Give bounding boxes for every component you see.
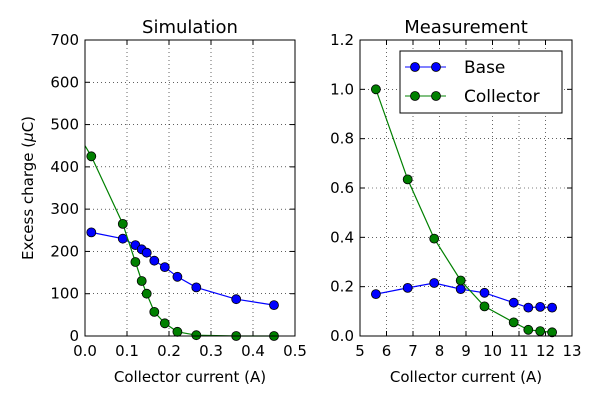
legend-base-marker xyxy=(410,62,420,72)
measurement-y-tick-label: 0.6 xyxy=(330,179,354,197)
simulation-x-axis-label: Collector current (A) xyxy=(114,368,266,386)
measurement-base-point xyxy=(402,282,413,293)
simulation-x-tick-label: 0.4 xyxy=(241,342,265,360)
measurement-base-point xyxy=(479,287,490,298)
measurement-base-point xyxy=(523,302,534,313)
legend-collector-marker xyxy=(431,91,441,101)
measurement-collector-point xyxy=(523,324,534,335)
measurement-ticks: 5 6 7 8 9 10 11 12 13 0.0 0.2 0.4 0.6 0.8 1.0 1.2 xyxy=(330,31,581,360)
legend-collector-label: Collector xyxy=(464,87,540,107)
simulation-collector-point xyxy=(191,330,202,341)
measurement-y-tick-label: 1.2 xyxy=(330,31,354,49)
measurement-base-point xyxy=(429,278,440,288)
measurement-base-point xyxy=(455,284,466,295)
simulation-collector-point xyxy=(141,288,152,299)
simulation-x-tick-label: 0.5 xyxy=(283,342,307,360)
measurement-legend: Base Collector xyxy=(399,50,563,114)
simulation-base-point xyxy=(172,271,183,282)
simulation-axes-frame xyxy=(84,39,296,337)
simulation-base-point xyxy=(269,300,279,311)
simulation-collector-line xyxy=(84,145,274,337)
simulation-collector-point xyxy=(130,257,141,267)
measurement-x-tick-label: 7 xyxy=(408,342,418,360)
measurement-collector-point xyxy=(429,233,440,244)
measurement-collector-point xyxy=(370,84,381,95)
simulation-x-tick-label: 0.3 xyxy=(199,342,223,360)
measurement-y-tick-label: 0.2 xyxy=(330,278,354,296)
simulation-base-point xyxy=(149,255,160,266)
measurement-collector-point xyxy=(508,317,519,328)
simulation-base-point xyxy=(141,247,152,258)
simulation-y-tick-label: 400 xyxy=(50,158,79,176)
simulation-y-tick-label: 600 xyxy=(50,73,79,91)
simulation-y-axis-label: Excess charge (μC) xyxy=(19,116,37,260)
simulation-axes-border xyxy=(84,39,296,337)
measurement-x-tick-label: 11 xyxy=(509,342,528,360)
measurement-collector-point xyxy=(402,174,413,185)
simulation-series xyxy=(84,145,279,341)
simulation-collector-point xyxy=(86,151,97,162)
simulation-base-point xyxy=(86,227,97,238)
measurement-x-tick-label: 6 xyxy=(382,342,392,360)
legend-collector-marker xyxy=(410,91,420,101)
measurement-collector-point xyxy=(535,326,546,337)
simulation-x-tick-label: 0.1 xyxy=(115,342,139,360)
simulation-base-point xyxy=(117,233,128,244)
simulation-base-point xyxy=(159,262,170,273)
measurement-base-point xyxy=(508,297,519,308)
simulation-collector-point xyxy=(136,276,147,286)
measurement-x-axis-label: Collector current (A) xyxy=(390,368,542,386)
y-axis-label-suffix: C) xyxy=(19,116,37,132)
legend-base-label: Base xyxy=(464,58,505,78)
simulation-x-tick-label: 0.0 xyxy=(73,342,97,360)
simulation-collector-point xyxy=(117,218,128,229)
measurement-x-tick-label: 5 xyxy=(355,342,365,360)
measurement-x-tick-label: 12 xyxy=(536,342,555,360)
simulation-y-tick-label: 0 xyxy=(69,327,79,345)
simulation-title: Simulation xyxy=(142,17,238,38)
simulation-collector-point xyxy=(172,326,183,337)
measurement-y-tick-label: 1.0 xyxy=(330,80,354,98)
measurement-axes-border xyxy=(359,39,573,337)
measurement-collector-point xyxy=(479,301,490,312)
simulation-grid xyxy=(85,40,295,336)
measurement-y-tick-label: 0.8 xyxy=(330,130,354,148)
measurement-base-point xyxy=(535,301,546,312)
simulation-x-tick-label: 0.2 xyxy=(157,342,181,360)
measurement-series xyxy=(370,84,557,338)
measurement-collector-point xyxy=(455,275,466,286)
legend-box xyxy=(399,50,563,114)
simulation-y-tick-label: 500 xyxy=(50,116,79,134)
measurement-y-tick-label: 0.4 xyxy=(330,228,354,246)
measurement-title: Measurement xyxy=(404,17,528,38)
measurement-collector-point xyxy=(547,327,557,338)
measurement-base-point xyxy=(370,289,381,300)
measurement-panel: 5 6 7 8 9 10 11 12 13 0.0 0.2 0.4 0.6 0.8 1.0 1.2 Measu… xyxy=(330,17,581,386)
measurement-x-tick-label: 8 xyxy=(435,342,445,360)
measurement-x-tick-label: 13 xyxy=(562,342,581,360)
simulation-y-tick-label: 200 xyxy=(50,242,79,260)
legend-base-marker xyxy=(431,62,441,72)
measurement-x-tick-label: 10 xyxy=(483,342,502,360)
simulation-y-tick-label: 100 xyxy=(50,285,79,303)
simulation-base-point xyxy=(191,282,202,293)
simulation-y-tick-label: 700 xyxy=(50,31,79,49)
simulation-panel: 0.0 0.1 0.2 0.3 0.4 0.5 0 100 200 300 400 500 600 700… xyxy=(19,17,307,386)
simulation-ticks: 0.0 0.1 0.2 0.3 0.4 0.5 0 100 200 300 400 500 600 700 xyxy=(50,31,307,360)
simulation-collector-point xyxy=(149,306,160,317)
measurement-x-tick-label: 9 xyxy=(461,342,471,360)
y-axis-label-mu: μ xyxy=(19,132,37,143)
simulation-base-point xyxy=(231,294,242,305)
simulation-collector-point xyxy=(159,318,170,329)
y-axis-label-prefix: Excess charge ( xyxy=(19,142,37,260)
measurement-y-tick-label: 0.0 xyxy=(330,327,354,345)
measurement-base-point xyxy=(547,302,557,313)
simulation-y-tick-label: 300 xyxy=(50,200,79,218)
